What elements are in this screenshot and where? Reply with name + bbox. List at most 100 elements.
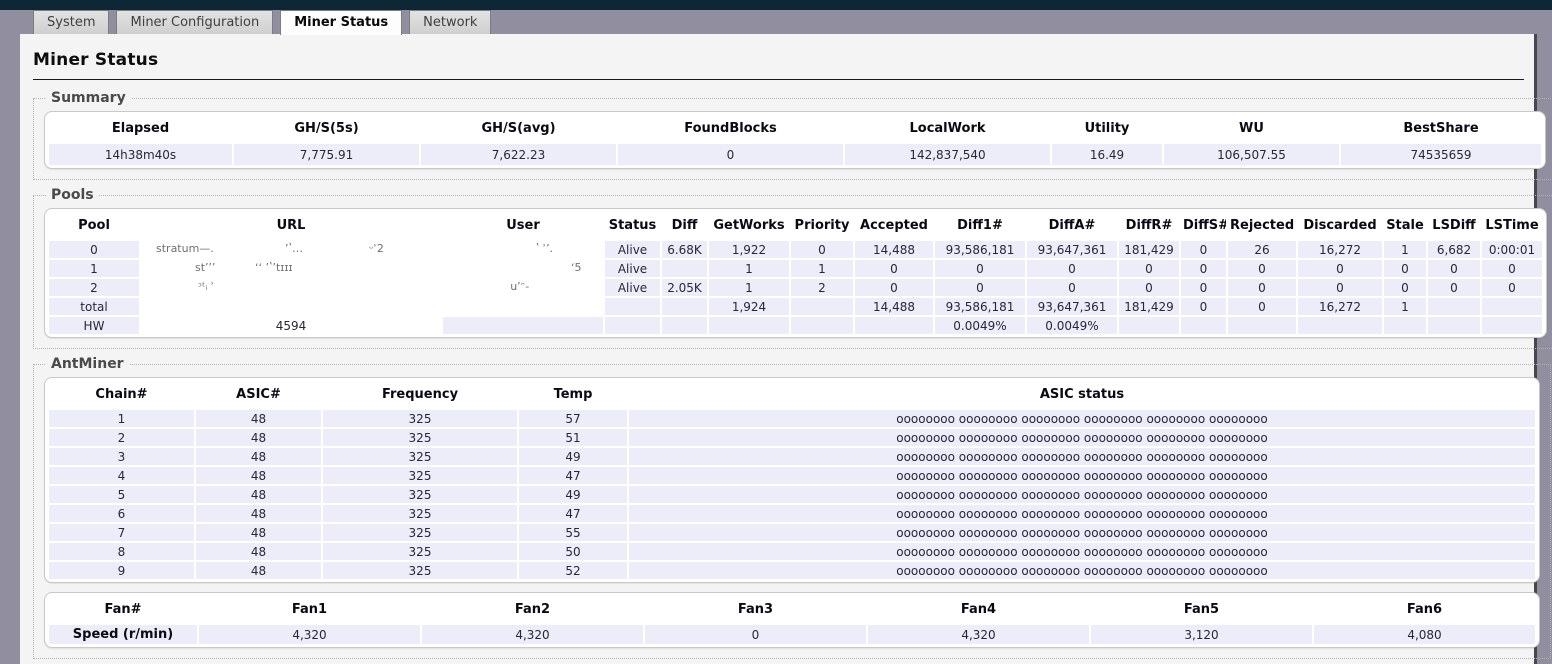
table-cell: 181,429 [1119,298,1179,315]
table-cell: 49 [519,486,627,503]
column-header: WU [1164,115,1339,142]
redacted-fragment: ʽ ʾʼ. [536,242,553,255]
redacted-cell: stʼʼʼʻʻ ʼʽʼtɪɪɪ [141,260,441,277]
summary-table-wrap: ElapsedGH/S(5s)GH/S(avg)FoundBlocksLocal… [44,111,1546,169]
column-header: FoundBlocks [618,115,843,142]
table-cell: 1 [1384,241,1426,258]
table-cell: 48 [196,410,321,427]
column-header: BestShare [1341,115,1541,142]
table-cell [443,317,603,334]
pools-table: PoolURLUserStatusDiffGetWorksPriorityAcc… [47,210,1544,336]
table-cell: 0 [645,625,866,644]
table-cell: 47 [519,505,627,522]
table-cell: 93,647,361 [1027,298,1117,315]
table-cell: 1,924 [709,298,789,315]
pools-table-wrap: PoolURLUserStatusDiffGetWorksPriorityAcc… [44,208,1547,338]
table-cell: 325 [323,448,517,465]
column-header: LocalWork [845,115,1050,142]
table-cell: 48 [196,543,321,560]
table-cell: oooooooo oooooooo oooooooo oooooooo oooo… [629,429,1535,446]
column-header: GH/S(5s) [234,115,419,142]
tab-miner-configuration[interactable]: Miner Configuration [116,10,273,34]
table-cell: 16.49 [1052,144,1162,165]
table-cell [605,298,660,315]
table-cell [662,298,707,315]
title-divider [33,79,1524,80]
table-cell: 2 [49,429,194,446]
pool-row: total1,92414,48893,586,18193,647,361181,… [49,298,1542,315]
table-cell: 93,647,361 [1027,241,1117,258]
table-cell: 0 [1228,260,1296,277]
table-cell: oooooooo oooooooo oooooooo oooooooo oooo… [629,467,1535,484]
table-cell: 7,622.23 [421,144,616,165]
summary-row: 14h38m40s7,775.917,622.230142,837,54016.… [49,144,1541,165]
table-cell: 48 [196,448,321,465]
chain-row: 24832551oooooooo oooooooo oooooooo ooooo… [49,429,1535,446]
table-cell [1428,298,1480,315]
chain-row: 74832555oooooooo oooooooo oooooooo ooooo… [49,524,1535,541]
table-cell: total [49,298,139,315]
table-cell: 74535659 [1341,144,1541,165]
tab-bar: System Miner Configuration Miner Status … [0,10,1552,34]
table-cell: 142,837,540 [845,144,1050,165]
column-header: User [443,212,603,239]
table-cell [791,317,853,334]
table-cell [709,317,789,334]
table-cell: 325 [323,543,517,560]
table-cell: 0 [1181,279,1226,296]
table-cell: HW [49,317,139,334]
column-header: Fan5 [1091,596,1312,623]
table-cell: 48 [196,524,321,541]
table-cell: 0 [935,279,1025,296]
table-cell: 93,586,181 [935,298,1025,315]
table-cell: 325 [323,486,517,503]
table-cell: 1 [49,260,139,277]
fans-row: Speed (r/min)4,3204,32004,3203,1204,080 [49,625,1535,644]
redacted-fragment: ᵓᵗᵢ ʾ [198,280,214,293]
table-cell: 1 [49,410,194,427]
table-cell: 325 [323,562,517,579]
table-cell: 325 [323,505,517,522]
table-cell: 0 [1228,279,1296,296]
pools-section: Pools PoolURLUserStatusDiffGetWorksPrior… [33,187,1552,349]
table-cell: 47 [519,467,627,484]
table-cell [1228,317,1296,334]
column-header: Diff1# [935,212,1025,239]
chain-row: 54832549oooooooo oooooooo oooooooo ooooo… [49,486,1535,503]
table-cell: 0 [1428,279,1480,296]
chains-table-wrap: Chain#ASIC#FrequencyTempASIC status14832… [44,377,1540,583]
table-cell: 8 [49,543,194,560]
chains-header-row: Chain#ASIC#FrequencyTempASIC status [49,381,1535,408]
table-cell: 0:00:01 [1482,241,1542,258]
column-header: Rejected [1228,212,1296,239]
table-cell: 0 [855,279,933,296]
table-cell [855,317,933,334]
table-cell: 325 [323,524,517,541]
table-cell: 0 [935,260,1025,277]
tab-system[interactable]: System [33,10,109,34]
fans-table-wrap: Fan#Fan1Fan2Fan3Fan4Fan5Fan6Speed (r/min… [44,592,1540,648]
table-cell: 0 [1228,298,1296,315]
tab-network[interactable]: Network [409,10,491,34]
table-cell: 3,120 [1091,625,1312,644]
table-cell: 9 [49,562,194,579]
column-header: Status [605,212,660,239]
tab-miner-status[interactable]: Miner Status [280,10,402,35]
chain-row: 14832557oooooooo oooooooo oooooooo ooooo… [49,410,1535,427]
table-cell: 0.0049% [1027,317,1117,334]
table-cell: 0 [1181,241,1226,258]
column-header: Fan6 [1314,596,1535,623]
table-cell [1384,317,1426,334]
table-cell: 0 [1027,279,1117,296]
table-cell: 48 [196,486,321,503]
table-cell: 6,682 [1428,241,1480,258]
table-cell: 0 [1298,260,1382,277]
redacted-cell: 4594 [141,317,441,334]
column-header: Pool [49,212,139,239]
table-cell: 48 [196,467,321,484]
table-cell: 14,488 [855,241,933,258]
redacted-cell: ᵓᵗᵢ ʾ [141,279,441,296]
table-cell: 6.68K [662,241,707,258]
pool-row: 1stʼʼʼʻʻ ʼʽʼtɪɪɪʻ5Alive110000000000 [49,260,1542,277]
table-cell: Alive [605,279,660,296]
